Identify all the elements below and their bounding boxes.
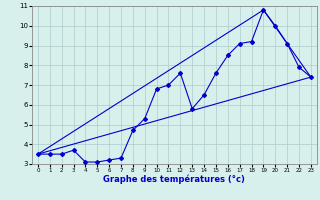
X-axis label: Graphe des températures (°c): Graphe des températures (°c) <box>103 175 245 184</box>
